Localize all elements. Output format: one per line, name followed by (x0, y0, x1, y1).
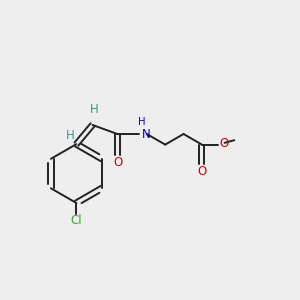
Text: H: H (90, 103, 98, 116)
Text: H: H (138, 117, 145, 127)
Text: Cl: Cl (70, 214, 82, 227)
Text: O: O (198, 165, 207, 178)
Text: O: O (219, 137, 228, 150)
Text: H: H (65, 129, 74, 142)
Text: O: O (113, 156, 123, 169)
Text: N: N (142, 128, 150, 140)
